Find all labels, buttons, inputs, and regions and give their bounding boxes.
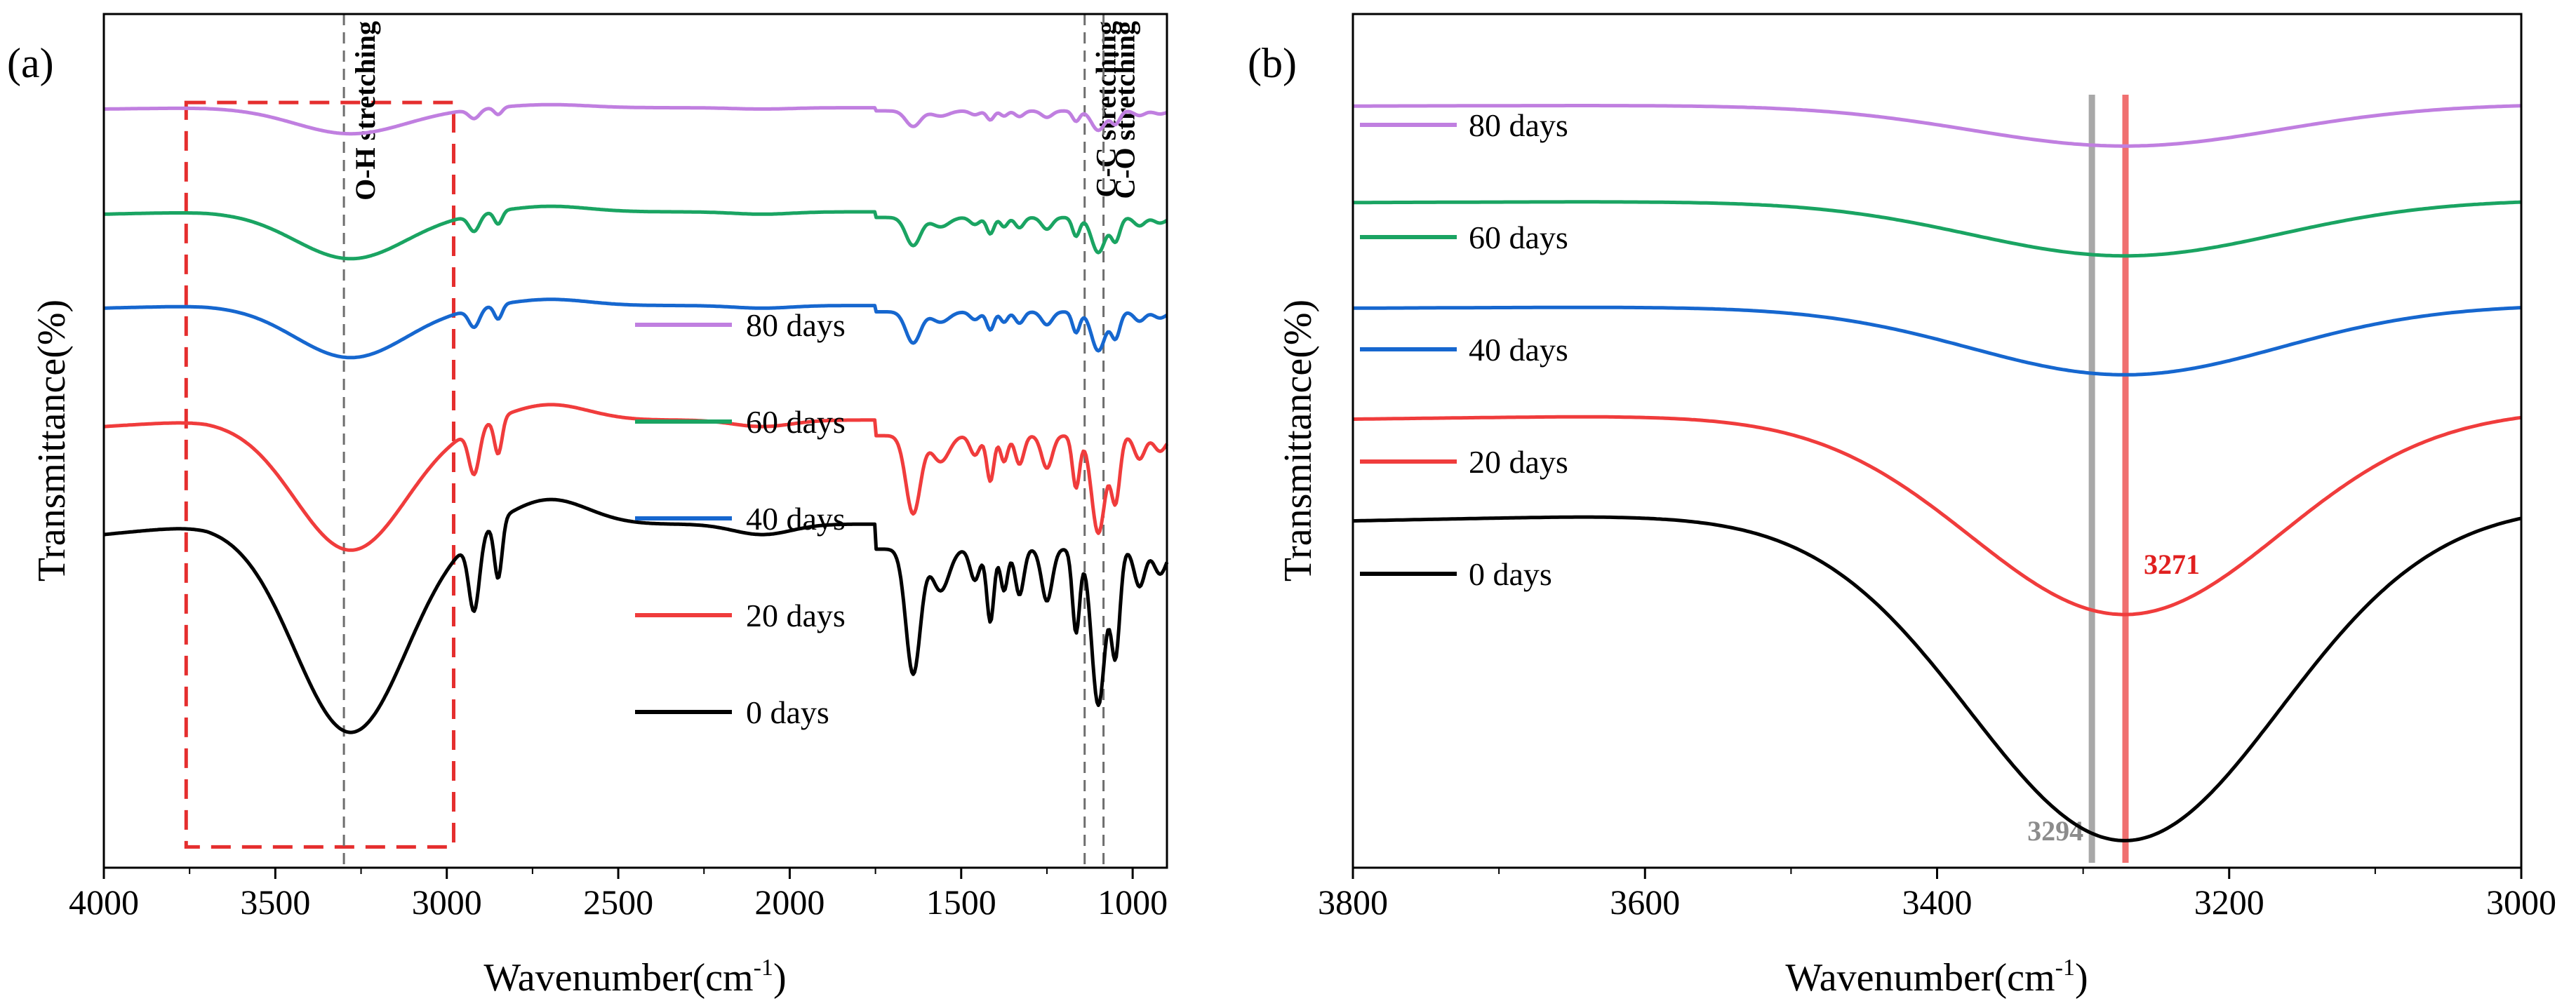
- series-line-b-20-days: [1353, 415, 2522, 617]
- legend-label-b-80-days: 80 days: [1469, 107, 1568, 143]
- legend-label-60-days: 60 days: [746, 404, 846, 440]
- legend-label-40-days: 40 days: [746, 501, 846, 537]
- series-line-40-days: [103, 297, 1168, 360]
- series-line-b-0-days: [1352, 515, 2522, 842]
- legend-label-b-40-days: 40 days: [1469, 332, 1568, 368]
- legend-label-b-60-days: 60 days: [1469, 220, 1568, 255]
- peak-label-3271: 3271: [2144, 549, 2200, 580]
- panel-b-plot-frame: [1352, 13, 2523, 869]
- annotation-c-c-stretching: C-C stretching: [1090, 21, 1122, 197]
- panel-a-x-ticks: 4000 3500 3000 2500 2000 1500 1000: [69, 868, 1168, 922]
- legend-label-0-days: 0 days: [746, 694, 829, 730]
- panel-a-x-axis-title: Wavenumber(cm-1): [483, 955, 786, 1000]
- series-line-b-40-days: [1353, 305, 2522, 377]
- panel-a-highlight-box: [184, 100, 455, 849]
- series-line-20-days: [103, 403, 1169, 552]
- panel-a-legend: 80 days 60 days 40 days 20 days 0 days: [635, 307, 846, 730]
- legend-label-b-20-days: 20 days: [1469, 444, 1568, 480]
- legend-label-b-0-days: 0 days: [1469, 556, 1552, 592]
- panel-a-x-tick-label: 4000: [69, 882, 139, 922]
- panel-b-x-tick-label: 3800: [1318, 882, 1388, 922]
- panel-b-x-ticks: 3800 3600 3400 3200 3000: [1318, 868, 2556, 922]
- panel-b-x-axis-title: Wavenumber(cm-1): [1785, 955, 2088, 1000]
- panel-b-x-tick-label: 3200: [2194, 882, 2264, 922]
- peak-label-3294: 3294: [2027, 815, 2083, 847]
- panel-b: (b) 3800 3600 3400 3200 3000 3294 3271 80 day…: [1248, 13, 2556, 1000]
- panel-a-y-axis-title: Transmittance(%): [30, 300, 74, 582]
- panel-b-x-tick-label: 3600: [1610, 882, 1680, 922]
- series-line-b-60-days: [1353, 200, 2522, 258]
- panel-a-x-tick-label: 3000: [412, 882, 482, 922]
- annotation-c-o-stretching: C-O stretching: [1109, 21, 1141, 199]
- series-line-0-days: [103, 497, 1169, 734]
- panel-a-x-tick-label: 3500: [240, 882, 310, 922]
- panel-a: (a) 4000 3500 3000 2500 2000 1500 1000 O-H str…: [7, 13, 1169, 1000]
- panel-a-plot-frame: [102, 13, 1168, 869]
- panel-a-x-tick-label: 1500: [926, 882, 996, 922]
- annotation-o-h-stretching: O-H stretching: [349, 21, 381, 201]
- panel-b-legend: 80 days 60 days 40 days 20 days 0 days: [1360, 107, 1568, 592]
- panel-a-x-tick-label: 2000: [754, 882, 825, 922]
- panel-b-x-tick-label: 3000: [2486, 882, 2556, 922]
- series-line-80-days: [103, 102, 1168, 136]
- series-line-60-days: [103, 204, 1168, 261]
- panel-b-x-tick-label: 3400: [1902, 882, 1973, 922]
- panel-b-y-axis-title: Transmittance(%): [1276, 300, 1320, 582]
- panel-a-x-tick-label: 1000: [1097, 882, 1168, 922]
- legend-label-20-days: 20 days: [746, 598, 846, 633]
- panel-a-label: (a): [7, 40, 54, 86]
- panel-a-series: [103, 102, 1169, 734]
- panel-b-label: (b): [1248, 40, 1297, 86]
- panel-b-reference-lines: 3294 3271: [2027, 95, 2200, 863]
- panel-a-x-tick-label: 2500: [583, 882, 653, 922]
- series-line-b-80-days: [1353, 104, 2522, 148]
- panel-b-series: [1352, 104, 2522, 842]
- legend-label-80-days: 80 days: [746, 307, 846, 343]
